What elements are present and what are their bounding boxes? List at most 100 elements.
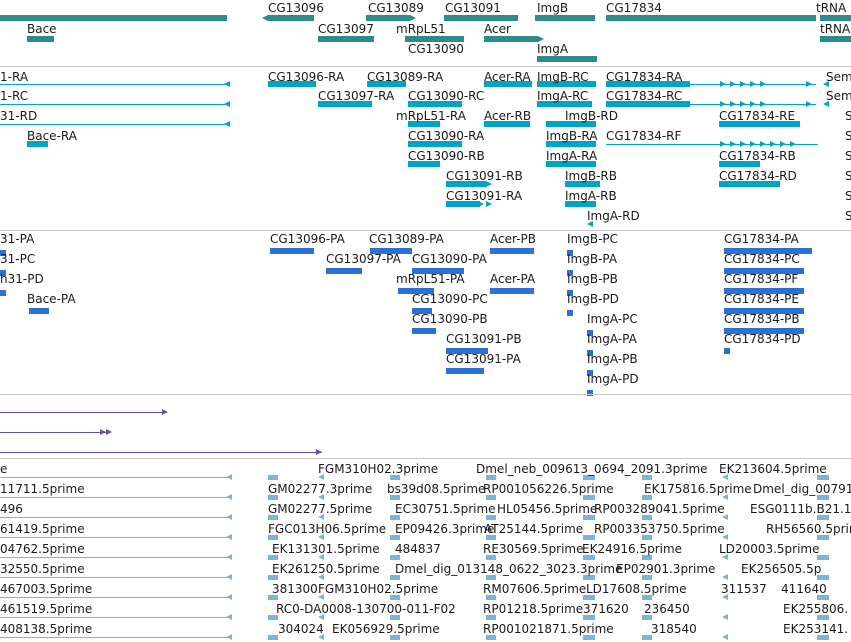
transcript-glyph[interactable] bbox=[719, 161, 760, 167]
gene-glyph[interactable] bbox=[535, 15, 595, 21]
est-glyph[interactable] bbox=[642, 555, 652, 560]
protein-glyph[interactable] bbox=[724, 348, 730, 354]
est-glyph[interactable] bbox=[642, 515, 652, 520]
protein-glyph[interactable] bbox=[587, 330, 593, 336]
transcript-glyph[interactable] bbox=[719, 121, 800, 127]
gene-glyph[interactable] bbox=[318, 36, 374, 42]
est-glyph[interactable] bbox=[817, 575, 829, 580]
protein-glyph[interactable] bbox=[446, 368, 484, 374]
est-glyph[interactable] bbox=[486, 535, 496, 540]
transcript-glyph[interactable] bbox=[719, 181, 780, 187]
protein-glyph[interactable] bbox=[587, 370, 593, 376]
transcript-glyph[interactable] bbox=[565, 181, 600, 187]
protein-glyph[interactable] bbox=[370, 248, 412, 254]
transcript-glyph[interactable] bbox=[408, 141, 462, 147]
gene-glyph[interactable] bbox=[444, 15, 518, 21]
est-glyph[interactable] bbox=[583, 495, 595, 500]
est-glyph[interactable] bbox=[817, 475, 829, 480]
transcript-glyph[interactable] bbox=[546, 121, 596, 127]
est-glyph[interactable] bbox=[268, 515, 278, 520]
est-glyph[interactable] bbox=[817, 635, 829, 640]
gene-glyph[interactable] bbox=[537, 56, 597, 62]
protein-glyph[interactable] bbox=[724, 288, 804, 294]
est-glyph[interactable] bbox=[583, 635, 595, 640]
protein-glyph[interactable] bbox=[724, 268, 804, 274]
est-glyph[interactable] bbox=[268, 575, 278, 580]
gene-glyph[interactable] bbox=[268, 15, 314, 21]
gene-glyph[interactable] bbox=[820, 15, 851, 21]
protein-glyph[interactable] bbox=[412, 328, 436, 334]
gene-glyph[interactable] bbox=[366, 15, 410, 21]
protein-glyph[interactable] bbox=[270, 248, 314, 254]
est-glyph[interactable] bbox=[268, 595, 278, 600]
transcript-glyph[interactable] bbox=[408, 161, 440, 167]
est-glyph[interactable] bbox=[642, 535, 652, 540]
transcript-glyph[interactable] bbox=[484, 81, 532, 87]
est-glyph[interactable] bbox=[390, 575, 400, 580]
transcript-glyph[interactable] bbox=[537, 81, 596, 87]
est-glyph[interactable] bbox=[583, 615, 595, 620]
transcript-glyph[interactable] bbox=[27, 141, 48, 147]
est-glyph[interactable] bbox=[642, 495, 652, 500]
est-glyph[interactable] bbox=[486, 475, 496, 480]
est-glyph[interactable] bbox=[390, 595, 400, 600]
est-glyph[interactable] bbox=[486, 575, 496, 580]
gene-glyph[interactable] bbox=[484, 36, 538, 42]
est-glyph[interactable] bbox=[486, 495, 496, 500]
est-glyph[interactable] bbox=[817, 535, 829, 540]
protein-glyph[interactable] bbox=[724, 248, 812, 254]
transcript-glyph[interactable] bbox=[268, 81, 316, 87]
est-glyph[interactable] bbox=[486, 555, 496, 560]
est-glyph[interactable] bbox=[583, 515, 595, 520]
protein-glyph[interactable] bbox=[446, 348, 488, 354]
protein-glyph[interactable] bbox=[567, 290, 573, 296]
est-glyph[interactable] bbox=[390, 555, 400, 560]
protein-glyph[interactable] bbox=[412, 308, 432, 314]
protein-glyph[interactable] bbox=[724, 328, 804, 334]
est-glyph[interactable] bbox=[486, 615, 496, 620]
est-glyph[interactable] bbox=[642, 615, 652, 620]
transcript-glyph[interactable] bbox=[318, 101, 372, 107]
est-glyph[interactable] bbox=[583, 555, 595, 560]
est-glyph[interactable] bbox=[268, 535, 278, 540]
est-glyph[interactable] bbox=[583, 535, 595, 540]
est-glyph[interactable] bbox=[390, 615, 400, 620]
est-glyph[interactable] bbox=[390, 475, 400, 480]
est-glyph[interactable] bbox=[390, 535, 400, 540]
est-glyph[interactable] bbox=[642, 635, 652, 640]
est-glyph[interactable] bbox=[390, 515, 400, 520]
est-glyph[interactable] bbox=[390, 635, 400, 640]
est-glyph[interactable] bbox=[817, 555, 829, 560]
protein-glyph[interactable] bbox=[490, 288, 534, 294]
protein-glyph[interactable] bbox=[412, 268, 464, 274]
est-glyph[interactable] bbox=[583, 595, 595, 600]
est-glyph[interactable] bbox=[642, 475, 652, 480]
protein-glyph[interactable] bbox=[398, 288, 434, 294]
est-glyph[interactable] bbox=[817, 515, 829, 520]
protein-glyph[interactable] bbox=[567, 250, 573, 256]
est-glyph[interactable] bbox=[268, 635, 278, 640]
protein-glyph[interactable] bbox=[0, 250, 6, 256]
est-glyph[interactable] bbox=[486, 595, 496, 600]
transcript-glyph[interactable] bbox=[537, 101, 592, 107]
est-glyph[interactable] bbox=[268, 495, 278, 500]
gene-glyph[interactable] bbox=[0, 15, 227, 21]
est-glyph[interactable] bbox=[583, 475, 595, 480]
est-glyph[interactable] bbox=[817, 615, 829, 620]
protein-glyph[interactable] bbox=[0, 290, 6, 296]
est-glyph[interactable] bbox=[642, 575, 652, 580]
transcript-glyph[interactable] bbox=[546, 141, 596, 147]
gene-glyph[interactable] bbox=[606, 15, 816, 21]
protein-glyph[interactable] bbox=[567, 270, 573, 276]
protein-glyph[interactable] bbox=[326, 268, 362, 274]
est-glyph[interactable] bbox=[390, 495, 400, 500]
transcript-glyph[interactable] bbox=[408, 121, 440, 127]
transcript-glyph[interactable] bbox=[408, 101, 462, 107]
protein-glyph[interactable] bbox=[587, 390, 593, 396]
transcript-glyph[interactable] bbox=[565, 201, 596, 207]
est-glyph[interactable] bbox=[268, 475, 278, 480]
protein-glyph[interactable] bbox=[29, 308, 49, 314]
gene-glyph[interactable] bbox=[27, 36, 54, 42]
est-glyph[interactable] bbox=[642, 595, 652, 600]
